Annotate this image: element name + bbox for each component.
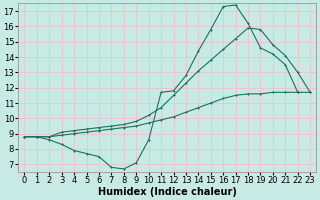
X-axis label: Humidex (Indice chaleur): Humidex (Indice chaleur): [98, 187, 237, 197]
